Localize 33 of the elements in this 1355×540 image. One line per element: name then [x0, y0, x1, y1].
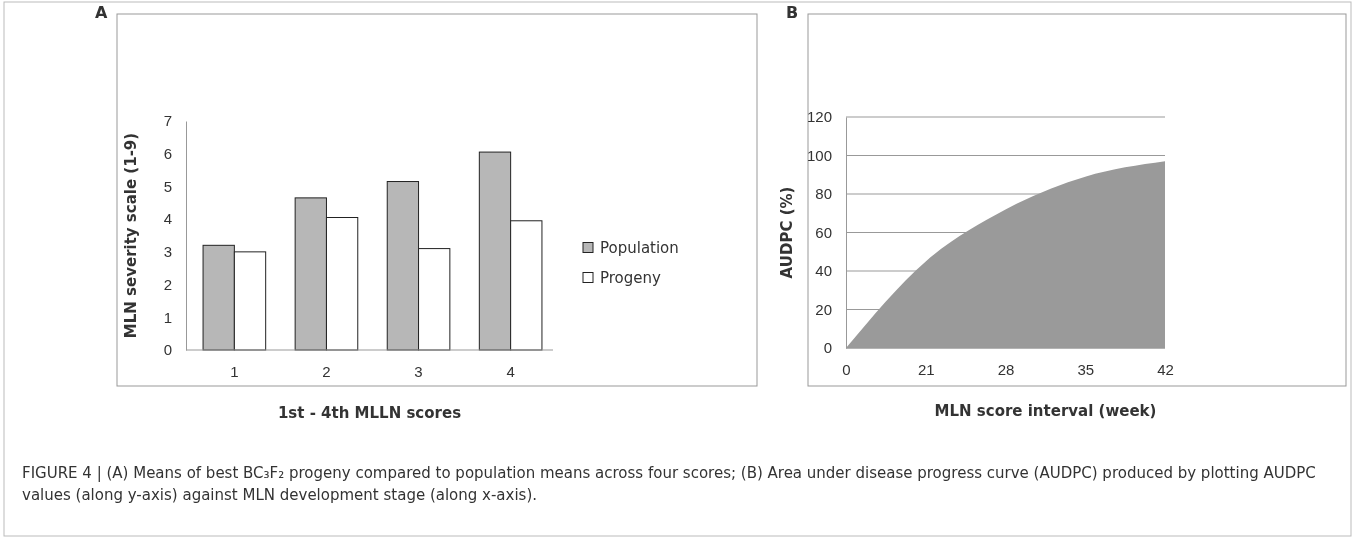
y-tick-label: 120	[806, 108, 832, 126]
y-tick-label: 7	[163, 112, 172, 130]
y-tick-label: 3	[163, 243, 172, 261]
y-tick-label: 100	[806, 146, 832, 164]
y-tick-label: 0	[823, 339, 832, 357]
x-tick-label: 0	[842, 360, 851, 378]
x-axis-title: 1st - 4th MLLN scores	[277, 404, 462, 422]
y-tick-label: 5	[163, 177, 172, 195]
x-tick-label: 21	[917, 360, 935, 378]
legend-label: Population	[600, 238, 679, 257]
chart-title: B	[786, 3, 799, 22]
y-tick-label: 0	[163, 341, 172, 359]
x-tick-label: 35	[1077, 360, 1095, 378]
y-tick-label: 80	[815, 185, 832, 203]
x-tick-label: 42	[1157, 360, 1174, 378]
y-tick-label: 20	[815, 300, 832, 318]
caption: FIGURE 4 | (A) Means of best BC₃F₂ progeny compared to population means across four scores; (B) Area under disease progress curve (AUDPC) produced by plotting AUDPC values (along y-axis) against MLN development stage (along x-axis).	[22, 463, 1317, 506]
x-tick-label: 3	[414, 362, 423, 380]
x-tick-label: 4	[506, 362, 515, 380]
x-tick-label: 2	[322, 362, 331, 380]
y-tick-label: 6	[163, 145, 172, 163]
x-tick-label: 28	[997, 360, 1015, 378]
chart-title: A	[95, 3, 108, 22]
y-tick-label: 60	[815, 223, 832, 241]
x-tick-label: 1	[230, 362, 239, 380]
y-axis-title: MLN severity scale (1-9)	[122, 132, 140, 339]
y-tick-label: 4	[163, 210, 172, 228]
y-tick-label: 1	[163, 308, 172, 326]
legend-label: Progeny	[600, 268, 662, 287]
y-tick-label: 2	[163, 275, 172, 293]
y-axis-title: AUDPC (%)	[778, 186, 796, 279]
y-tick-label: 40	[815, 262, 832, 280]
x-axis-title: MLN score interval (week)	[934, 402, 1157, 420]
